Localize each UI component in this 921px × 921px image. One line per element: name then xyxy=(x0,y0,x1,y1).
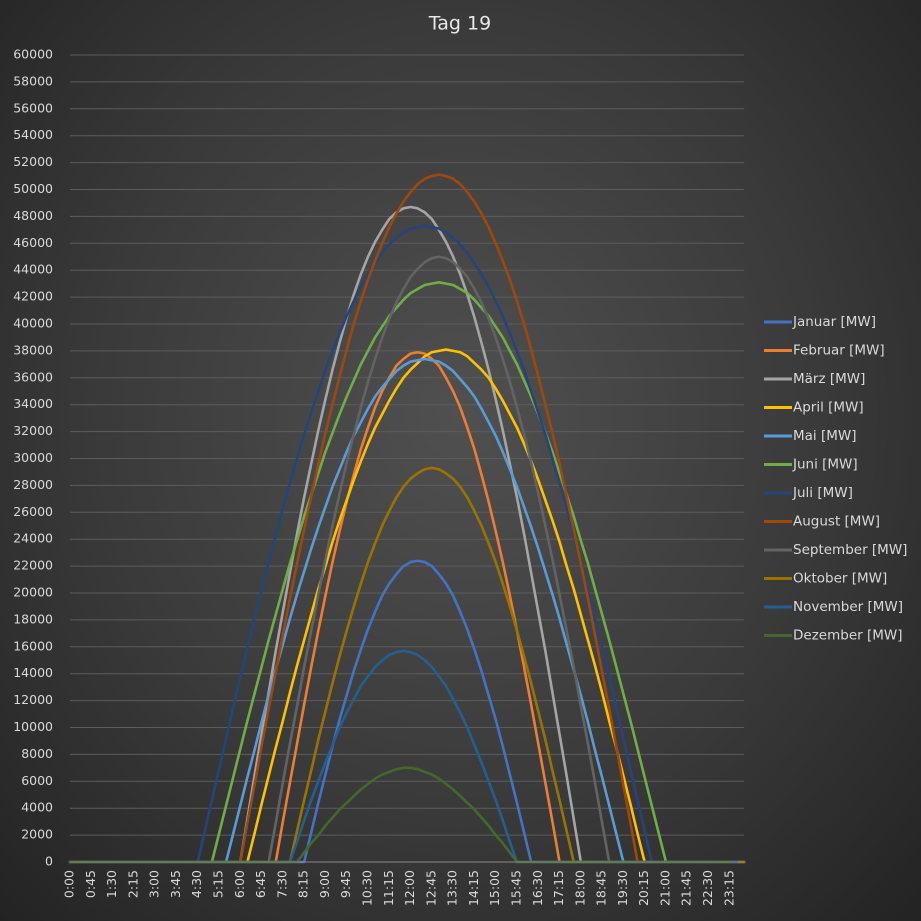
x-tick-label: 7:30 xyxy=(274,870,289,898)
y-tick-label: 30000 xyxy=(13,450,53,465)
x-tick-label: 22:30 xyxy=(700,870,715,906)
y-tick-label: 16000 xyxy=(13,638,53,653)
series-line xyxy=(68,348,746,864)
series-line xyxy=(68,350,746,864)
chart-title: Tag 19 xyxy=(428,13,491,35)
y-tick-label: 24000 xyxy=(13,531,53,546)
legend-label: September [MW] xyxy=(793,542,907,558)
y-tick-label: 32000 xyxy=(13,423,53,438)
x-tick-label: 16:30 xyxy=(530,870,545,906)
legend-label: November [MW] xyxy=(793,599,903,615)
x-tick-label: 18:00 xyxy=(572,870,587,906)
y-tick-label: 50000 xyxy=(13,181,53,196)
x-tick-label: 15:45 xyxy=(508,870,523,906)
legend-label: Mai [MW] xyxy=(793,428,857,444)
y-tick-label: 42000 xyxy=(13,289,53,304)
y-tick-label: 22000 xyxy=(13,558,53,573)
x-tick-label: 21:45 xyxy=(679,870,694,906)
y-tick-label: 60000 xyxy=(13,47,53,62)
y-tick-label: 10000 xyxy=(13,719,53,734)
y-tick-label: 48000 xyxy=(13,208,53,223)
x-tick-label: 13:30 xyxy=(445,870,460,906)
y-tick-label: 40000 xyxy=(13,316,53,331)
x-tick-label: 12:45 xyxy=(423,870,438,906)
x-tick-label: 3:45 xyxy=(168,870,183,898)
legend-label: Februar [MW] xyxy=(793,343,885,359)
y-tick-label: 38000 xyxy=(13,342,53,357)
x-tick-label: 17:15 xyxy=(551,870,566,906)
y-tick-label: 52000 xyxy=(13,154,53,169)
x-tick-label: 1:30 xyxy=(104,870,119,898)
x-tick-label: 3:00 xyxy=(147,870,162,898)
y-tick-label: 54000 xyxy=(13,127,53,142)
legend-label: Dezember [MW] xyxy=(793,628,903,644)
x-tick-label: 8:15 xyxy=(296,870,311,898)
series-line xyxy=(68,357,746,864)
x-tick-label: 19:30 xyxy=(615,870,630,906)
y-tick-label: 0 xyxy=(45,854,53,869)
x-tick-label: 6:00 xyxy=(232,870,247,898)
series-line xyxy=(68,766,732,864)
y-tick-label: 46000 xyxy=(13,235,53,250)
x-tick-label: 10:30 xyxy=(359,870,374,906)
y-tick-label: 4000 xyxy=(21,800,53,815)
y-tick-label: 26000 xyxy=(13,504,53,519)
x-tick-label: 12:00 xyxy=(402,870,417,906)
x-tick-label: 9:00 xyxy=(317,870,332,898)
y-tick-label: 44000 xyxy=(13,262,53,277)
y-tick-label: 28000 xyxy=(13,477,53,492)
x-tick-label: 23:15 xyxy=(721,870,736,906)
y-tick-label: 34000 xyxy=(13,396,53,411)
series-line xyxy=(68,281,746,864)
axes: 0 2000 4000 6000 8000 10000 12000 14000 16000 180… xyxy=(13,47,744,906)
y-tick-label: 14000 xyxy=(13,665,53,680)
legend-label: April [MW] xyxy=(793,400,864,416)
y-tick-label: 12000 xyxy=(13,692,53,707)
x-tick-label: 5:15 xyxy=(210,870,225,898)
plot-lines xyxy=(68,173,746,864)
legend-label: Oktober [MW] xyxy=(793,571,887,587)
grid xyxy=(70,54,744,863)
x-tick-label: 20:15 xyxy=(636,870,651,906)
y-tick-label: 20000 xyxy=(13,585,53,600)
x-tick-label: 14:15 xyxy=(466,870,481,906)
series-line xyxy=(68,466,746,864)
series-line xyxy=(68,559,746,864)
legend-label: Januar [MW] xyxy=(792,314,876,330)
x-tick-label: 18:45 xyxy=(594,870,609,906)
y-tick-label: 2000 xyxy=(21,827,53,842)
legend: Januar [MW] Februar [MW] März [MW] April [M… xyxy=(764,314,907,644)
series-line xyxy=(68,173,746,864)
y-tick-label: 18000 xyxy=(13,611,53,626)
series-line xyxy=(68,205,746,864)
legend-label: August [MW] xyxy=(793,514,880,530)
legend-label: März [MW] xyxy=(793,371,865,387)
legend-label: Juli [MW] xyxy=(792,485,853,501)
x-tick-label: 0:45 xyxy=(83,870,98,898)
y-tick-label: 56000 xyxy=(13,100,53,115)
x-tick-label: 2:15 xyxy=(125,870,140,898)
x-tick-label: 6:45 xyxy=(253,870,268,898)
y-tick-label: 6000 xyxy=(21,773,53,788)
x-tick-label: 9:45 xyxy=(338,870,353,898)
y-tick-label: 8000 xyxy=(21,746,53,761)
x-tick-label: 15:00 xyxy=(487,870,502,906)
x-tick-label: 11:15 xyxy=(381,870,396,906)
x-tick-label: 0:00 xyxy=(62,870,77,898)
y-tick-label: 58000 xyxy=(13,73,53,88)
y-tick-label: 36000 xyxy=(13,369,53,384)
x-tick-label: 21:00 xyxy=(657,870,672,906)
legend-label: Juni [MW] xyxy=(792,457,858,473)
x-tick-label: 4:30 xyxy=(189,870,204,898)
